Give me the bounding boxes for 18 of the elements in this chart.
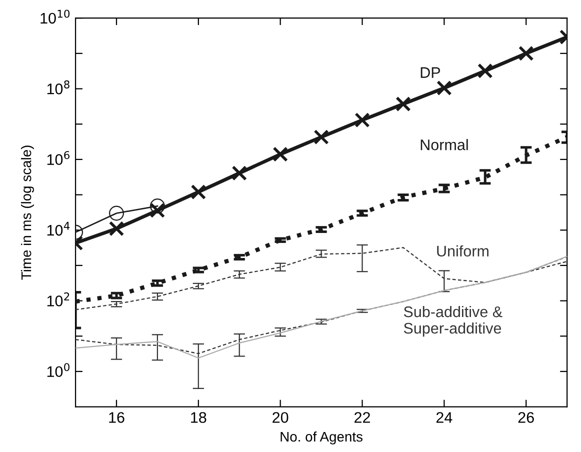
y-tick-label: 10$^{0}$	[47, 363, 70, 378]
y-tick-label: 10$^{6}$	[47, 151, 70, 165]
x-tick-label: 20	[272, 412, 288, 423]
y-axis-title: Time in ms (log scale)	[21, 146, 34, 280]
series-label: Uniform	[437, 245, 488, 257]
y-tick-label: 10$^{10}$	[40, 10, 70, 24]
y-tick-label: 10$^{4}$	[47, 222, 70, 236]
x-tick-label: 16	[109, 412, 124, 423]
x-tick-label: 22	[354, 412, 370, 423]
series-label: DP	[420, 67, 440, 78]
series-label: Sub-additive & Super-additive	[404, 306, 502, 337]
x-tick-label: 24	[436, 412, 452, 423]
x-tick-label: 26	[518, 412, 534, 423]
x-axis-title: No. of Agents	[280, 431, 362, 444]
y-tick-label: 10$^{2}$	[47, 292, 70, 306]
y-tick-label: 10$^{8}$	[47, 80, 70, 94]
x-tick-label: 18	[191, 412, 206, 423]
text: Normal	[420, 139, 468, 150]
